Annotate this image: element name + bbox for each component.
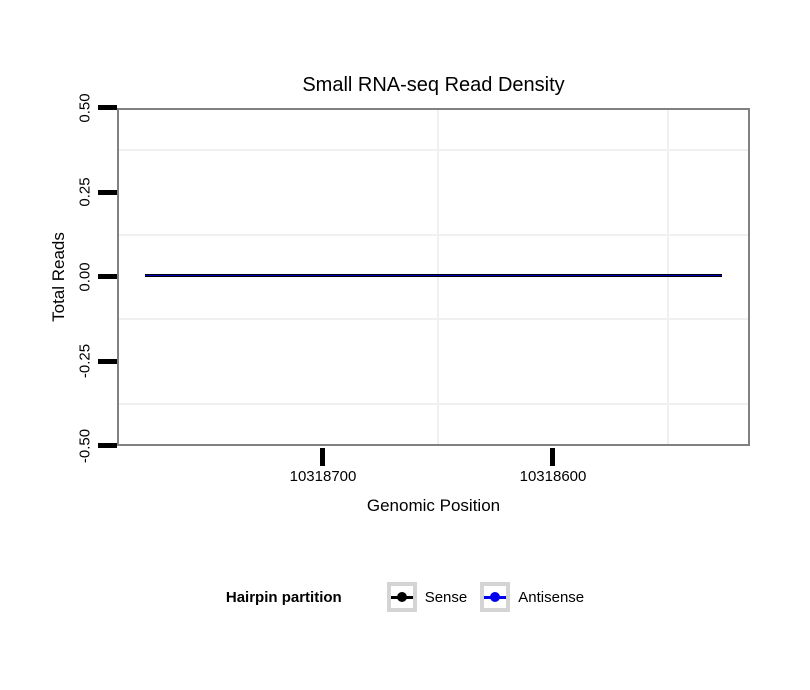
minor-gridline-y-0125 bbox=[119, 234, 748, 236]
y-tick-label: 0.00 bbox=[76, 262, 94, 292]
minor-gridline-x-10318650 bbox=[437, 110, 439, 444]
legend-title: Hairpin partition bbox=[225, 588, 342, 606]
legend-entry-antisense: Antisense bbox=[480, 582, 584, 612]
y-axis-tick bbox=[98, 274, 117, 279]
sense-series-line bbox=[145, 274, 722, 277]
y-tick-label: -0.25 bbox=[76, 343, 94, 379]
x-axis-tick bbox=[320, 448, 325, 466]
y-axis-title: Total Reads bbox=[49, 232, 68, 322]
sense-legend-key-icon bbox=[386, 582, 417, 612]
legend-label-antisense: Antisense bbox=[518, 588, 585, 606]
y-axis-tick bbox=[98, 190, 117, 195]
y-axis-tick bbox=[98, 443, 117, 448]
minor-gridline-y-0375 bbox=[119, 149, 748, 151]
y-axis-tick bbox=[98, 359, 117, 364]
y-tick-label: -0.50 bbox=[76, 428, 94, 464]
minor-gridline-x-10318550 bbox=[667, 110, 669, 444]
legend-label-sense: Sense bbox=[424, 588, 468, 606]
x-axis-title: Genomic Position bbox=[366, 496, 501, 515]
plot-panel bbox=[117, 108, 750, 446]
minor-gridline-y-neg0375 bbox=[119, 403, 748, 405]
legend: Hairpin partition Sense Antisense bbox=[0, 582, 810, 612]
y-tick-label: 0.50 bbox=[76, 93, 94, 123]
x-tick-label: 10318600 bbox=[519, 468, 587, 485]
y-tick-label: 0.25 bbox=[76, 177, 94, 207]
chart-title: Small RNA-seq Read Density bbox=[302, 74, 565, 96]
antisense-series-line bbox=[145, 275, 722, 277]
x-axis-tick bbox=[550, 448, 555, 466]
legend-entry-sense: Sense bbox=[386, 582, 468, 612]
antisense-legend-key-icon bbox=[480, 582, 511, 612]
minor-gridline-y-neg0125 bbox=[119, 318, 748, 320]
x-tick-label: 10318700 bbox=[289, 468, 357, 485]
y-axis-tick bbox=[98, 105, 117, 110]
